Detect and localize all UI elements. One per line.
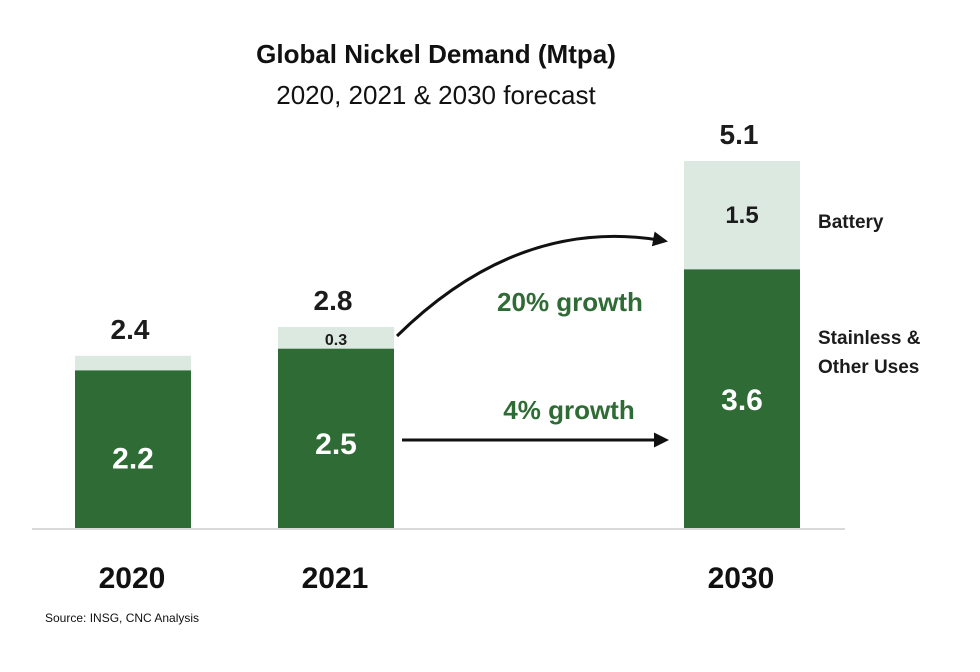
segment-label-2020-stainless: 2.2 — [112, 443, 154, 476]
x-tick-2030: 2030 — [708, 562, 775, 595]
x-tick-2021: 2021 — [302, 562, 369, 595]
legend-stainless-line1: Stainless & — [818, 328, 921, 349]
legend-battery: Battery — [818, 212, 884, 233]
chart-subtitle: 2020, 2021 & 2030 forecast — [276, 80, 596, 110]
x-tick-labels: 2020 2021 2030 — [99, 562, 775, 595]
battery-growth-label: 20% growth — [497, 287, 643, 317]
bar-2020-battery — [75, 355, 191, 371]
total-label-2030: 5.1 — [720, 119, 759, 150]
total-label-2020: 2.4 — [111, 314, 150, 345]
bar-2030-stainless — [684, 269, 800, 529]
battery-growth-arrow — [395, 231, 668, 338]
total-label-2021: 2.8 — [314, 285, 353, 316]
bar-2020-stainless — [75, 370, 191, 529]
segment-label-2030-stainless: 3.6 — [721, 384, 763, 417]
bar-2030-battery — [684, 161, 800, 270]
segment-label-2021-stainless: 2.5 — [315, 428, 357, 461]
bar-2021-battery — [278, 326, 394, 349]
stainless-growth-label: 4% growth — [503, 395, 634, 425]
legend-stainless-line2: Other Uses — [818, 357, 919, 378]
segment-label-2030-battery: 1.5 — [725, 202, 758, 229]
segment-label-2021-battery: 0.3 — [325, 332, 347, 349]
chart-title: Global Nickel Demand (Mtpa) — [256, 39, 616, 69]
bar-2021-stainless — [278, 348, 394, 529]
source-note: Source: INSG, CNC Analysis — [45, 611, 199, 625]
x-tick-2020: 2020 — [99, 562, 166, 595]
bars-group: 2.2 2.4 2.5 0.3 2.8 3.6 1.5 5.1 — [75, 119, 800, 529]
